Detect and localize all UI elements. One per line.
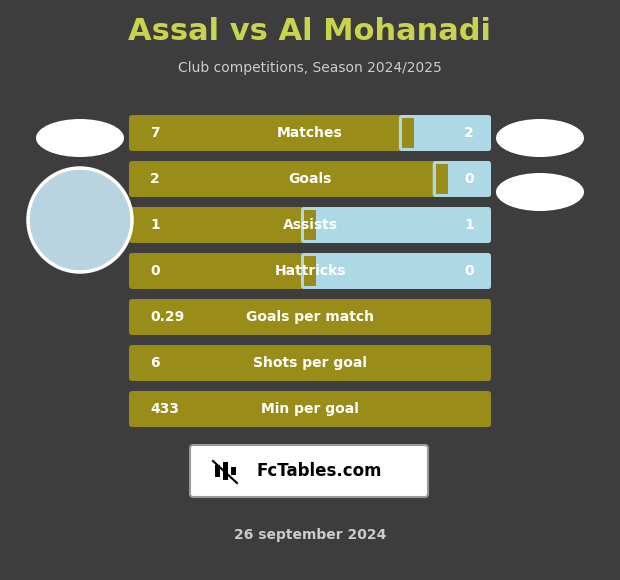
Text: 0: 0: [464, 172, 474, 186]
FancyBboxPatch shape: [129, 207, 491, 243]
Bar: [436, 164, 448, 194]
FancyBboxPatch shape: [129, 299, 491, 335]
FancyBboxPatch shape: [399, 115, 491, 151]
Text: 2: 2: [464, 126, 474, 140]
Ellipse shape: [496, 173, 584, 211]
Bar: [402, 118, 414, 148]
Text: 6: 6: [150, 356, 159, 370]
Text: Goals per match: Goals per match: [246, 310, 374, 324]
Text: Goals: Goals: [288, 172, 332, 186]
FancyBboxPatch shape: [129, 115, 491, 151]
FancyBboxPatch shape: [129, 345, 491, 381]
Text: 0: 0: [464, 264, 474, 278]
FancyBboxPatch shape: [129, 253, 491, 289]
Bar: [304, 256, 316, 286]
FancyBboxPatch shape: [433, 161, 491, 197]
Ellipse shape: [36, 119, 124, 157]
FancyBboxPatch shape: [190, 445, 428, 497]
Text: 433: 433: [150, 402, 179, 416]
Text: 1: 1: [150, 218, 160, 232]
Bar: [304, 210, 316, 240]
FancyBboxPatch shape: [301, 207, 491, 243]
Text: Assists: Assists: [283, 218, 337, 232]
Text: 26 september 2024: 26 september 2024: [234, 528, 386, 542]
Ellipse shape: [496, 119, 584, 157]
FancyBboxPatch shape: [129, 391, 491, 427]
FancyBboxPatch shape: [301, 253, 491, 289]
Text: Club competitions, Season 2024/2025: Club competitions, Season 2024/2025: [178, 61, 442, 75]
FancyBboxPatch shape: [129, 161, 491, 197]
Text: 1: 1: [464, 218, 474, 232]
Circle shape: [28, 168, 132, 272]
Text: 2: 2: [150, 172, 160, 186]
Text: 7: 7: [150, 126, 159, 140]
Bar: [215, 465, 220, 477]
Bar: [231, 467, 236, 475]
Text: Matches: Matches: [277, 126, 343, 140]
Text: Min per goal: Min per goal: [261, 402, 359, 416]
Text: 0: 0: [150, 264, 159, 278]
Text: FcTables.com: FcTables.com: [256, 462, 382, 480]
Text: Shots per goal: Shots per goal: [253, 356, 367, 370]
Text: Hattricks: Hattricks: [274, 264, 346, 278]
Bar: [223, 462, 228, 480]
Text: 0.29: 0.29: [150, 310, 184, 324]
Text: Assal vs Al Mohanadi: Assal vs Al Mohanadi: [128, 17, 492, 46]
